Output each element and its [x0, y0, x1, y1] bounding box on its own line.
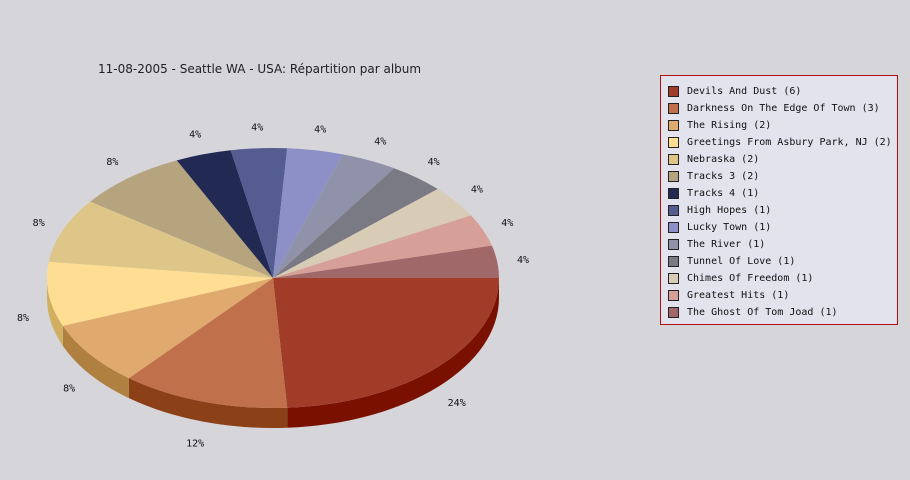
legend-item: Tracks 3 (2): [668, 168, 897, 185]
legend-label: Tunnel Of Love (1): [687, 256, 796, 267]
pie-slice-side-3: [47, 278, 63, 346]
legend-item: The Rising (2): [668, 117, 897, 134]
legend-swatch: [668, 239, 679, 250]
pie-slice-12: [273, 215, 492, 278]
legend-item: Greetings From Asbury Park, NJ (2): [668, 134, 897, 151]
legend-swatch: [668, 188, 679, 199]
pie-slice-label-12: 4%: [501, 218, 513, 229]
pie-slice-6: [176, 150, 273, 278]
pie-slice-4: [48, 201, 274, 278]
legend-item: Nebraska (2): [668, 151, 897, 168]
legend-swatch: [668, 86, 679, 97]
pie-slice-label-3: 8%: [17, 313, 29, 324]
legend-swatch: [668, 171, 679, 182]
legend-swatch: [668, 154, 679, 165]
legend-item: Greatest Hits (1): [668, 287, 897, 304]
pie-slice-side-0: [287, 278, 499, 428]
pie-slice-0: [273, 278, 499, 408]
legend-swatch: [668, 307, 679, 318]
legend-item: Lucky Town (1): [668, 219, 897, 236]
legend-label: The River (1): [687, 239, 766, 250]
pie-slice-label-13: 4%: [517, 255, 529, 266]
pie-slice-label-10: 4%: [428, 157, 440, 168]
legend-swatch: [668, 137, 679, 148]
pie-slice-2: [62, 278, 273, 379]
legend-swatch: [668, 103, 679, 114]
pie-slice-3: [47, 261, 274, 326]
legend-swatch: [668, 256, 679, 267]
pie-slice-label-4: 8%: [33, 218, 45, 229]
legend-label: High Hopes (1): [687, 205, 772, 216]
legend-label: Greatest Hits (1): [687, 290, 790, 301]
legend-item: Darkness On The Edge Of Town (3): [668, 100, 897, 117]
pie-slice-label-1: 12%: [186, 439, 204, 450]
legend-item: Tracks 4 (1): [668, 185, 897, 202]
legend-item: Tunnel Of Love (1): [668, 253, 897, 270]
legend-item: Devils And Dust (6): [668, 83, 897, 100]
legend-item: The River (1): [668, 236, 897, 253]
legend: Devils And Dust (6) Darkness On The Edge …: [660, 75, 898, 325]
pie-slice-7: [230, 148, 288, 278]
pie-slice-label-5: 8%: [106, 157, 118, 168]
pie-slice-11: [273, 189, 472, 278]
legend-item: High Hopes (1): [668, 202, 897, 219]
legend-label: Tracks 4 (1): [687, 188, 760, 199]
chart-title: 11-08-2005 - Seattle WA - USA: Répartiti…: [98, 62, 422, 76]
legend-label: The Rising (2): [687, 120, 772, 131]
legend-swatch: [668, 290, 679, 301]
pie-slice-side-2: [62, 325, 129, 399]
pie-slice-10: [273, 168, 438, 278]
legend-label: Nebraska (2): [687, 154, 760, 165]
pie-slice-label-7: 4%: [251, 122, 263, 133]
legend-item: Chimes Of Freedom (1): [668, 270, 897, 287]
legend-item: The Ghost Of Tom Joad (1): [668, 304, 897, 321]
pie-slice-13: [273, 245, 499, 278]
legend-swatch: [668, 222, 679, 233]
pie-slice-1: [128, 278, 288, 408]
pie-slice-label-8: 4%: [314, 125, 326, 136]
legend-swatch: [668, 205, 679, 216]
pie-slice-label-11: 4%: [471, 185, 483, 196]
pie-slice-label-0: 24%: [448, 398, 466, 409]
legend-label: Lucky Town (1): [687, 222, 772, 233]
legend-label: Greetings From Asbury Park, NJ (2): [687, 137, 892, 148]
pie-slice-label-9: 4%: [374, 137, 386, 148]
legend-label: Darkness On The Edge Of Town (3): [687, 103, 880, 114]
legend-label: The Ghost Of Tom Joad (1): [687, 307, 838, 318]
pie-slice-9: [273, 154, 395, 278]
pie-slice-label-6: 4%: [189, 129, 201, 140]
legend-swatch: [668, 273, 679, 284]
legend-label: Chimes Of Freedom (1): [687, 273, 814, 284]
pie-slice-8: [273, 148, 343, 278]
pie-slice-label-2: 8%: [63, 383, 75, 394]
pie-slice-5: [90, 160, 273, 278]
pie-slice-side-1: [128, 378, 288, 428]
legend-label: Devils And Dust (6): [687, 86, 802, 97]
legend-label: Tracks 3 (2): [687, 171, 760, 182]
legend-swatch: [668, 120, 679, 131]
